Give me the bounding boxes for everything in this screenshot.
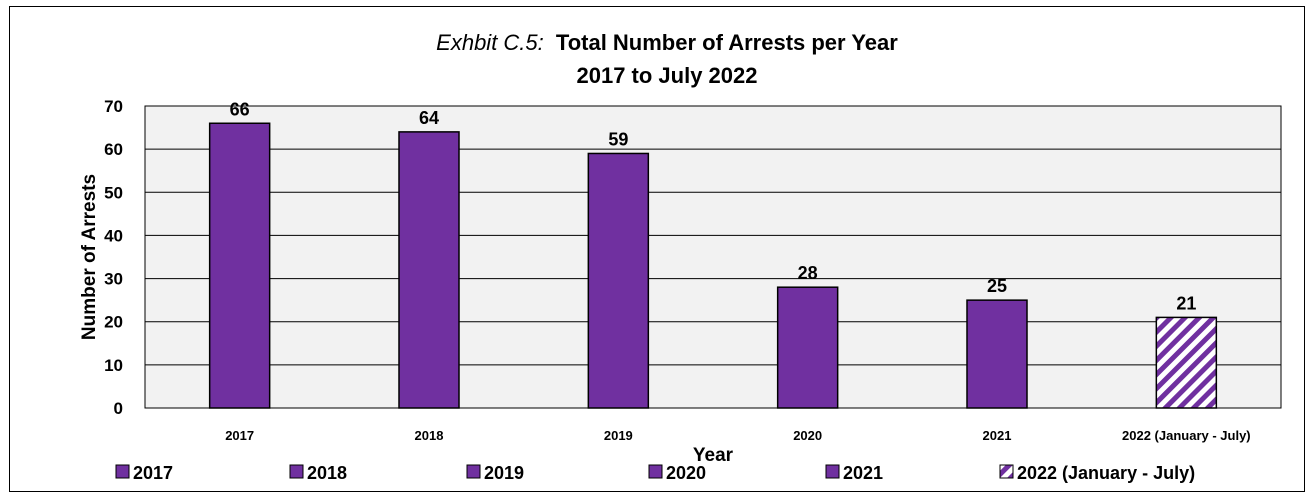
data-label: 28: [798, 263, 818, 283]
legend-swatch: [289, 464, 304, 479]
data-label: 64: [419, 108, 439, 128]
plot-area: [144, 105, 1282, 409]
data-label: 25: [987, 276, 1007, 296]
x-tick-label: 2022 (January - July): [1122, 428, 1251, 443]
title-main: Total Number of Arrests per Year: [556, 30, 898, 55]
chart-title: Exhbit C.5: Total Number of Arrests per …: [436, 30, 898, 88]
bar: [1155, 316, 1218, 409]
x-tick-label: 2019: [604, 428, 633, 443]
gridlines: [145, 148, 1281, 366]
y-tick-label: 40: [104, 226, 123, 245]
x-tick-label: 2018: [415, 428, 444, 443]
bar: [587, 152, 650, 409]
svg-text:Exhbit C.5: Total Number: Exhbit C.5: Total Number of Arrests per …: [436, 30, 898, 55]
legend-swatch: [825, 464, 840, 479]
legend-label: 2021: [843, 463, 883, 483]
x-tick-label: 2021: [983, 428, 1012, 443]
y-axis-ticks: 0 10 20 30 40 50 60 70: [104, 97, 123, 418]
x-tick-label: 2017: [225, 428, 254, 443]
y-tick-label: 20: [104, 313, 123, 332]
y-axis-title: Number of Arrests: [79, 174, 100, 340]
legend-swatch: [999, 464, 1014, 479]
title-prefix: Exhbit C.5:: [436, 30, 544, 55]
legend-label: 2017: [133, 463, 173, 483]
legend-label: 2020: [666, 463, 706, 483]
bar: [776, 286, 839, 409]
legend-swatch: [648, 464, 663, 479]
data-label: 66: [230, 99, 250, 119]
data-label: 59: [608, 129, 628, 149]
legend-label: 2022 (January - July): [1017, 463, 1195, 483]
y-tick-label: 60: [104, 140, 123, 159]
bar: [208, 122, 271, 409]
legend-label: 2018: [307, 463, 347, 483]
x-tick-label: 2020: [793, 428, 822, 443]
bar: [966, 299, 1028, 409]
legend-swatch: [466, 464, 481, 479]
y-tick-label: 30: [104, 270, 123, 289]
data-labels: 66 64 59 28 25 21: [230, 99, 1197, 313]
y-tick-label: 10: [104, 356, 123, 375]
y-tick-label: 70: [104, 97, 123, 116]
legend-swatch: [115, 464, 130, 479]
y-tick-label: 50: [104, 183, 123, 202]
x-axis-ticks: 2017 2018 2019 2020 2021 2022 (January - July…: [225, 428, 1250, 443]
data-label: 21: [1176, 293, 1196, 313]
bar: [398, 131, 460, 409]
y-tick-label: 0: [114, 399, 123, 418]
chart-subtitle: 2017 to July 2022: [576, 63, 757, 88]
x-axis-title: Year: [693, 445, 734, 466]
legend-label: 2019: [484, 463, 524, 483]
bars: [208, 122, 1218, 409]
legend: 2017 2018 2019 2020 2021 2022 (January - July…: [115, 463, 1195, 483]
